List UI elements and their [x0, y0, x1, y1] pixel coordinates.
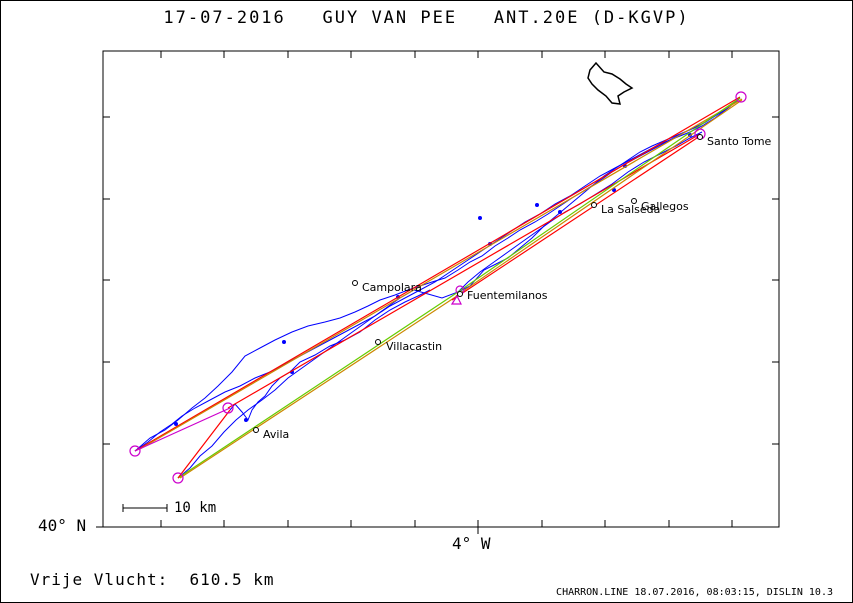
distance-value: 610.5 km: [189, 570, 275, 589]
turnpoint-start-west: [129, 445, 141, 457]
distance-label: Vrije Vlucht:: [30, 570, 169, 589]
place-label-la-salseda: La Salseda: [601, 203, 660, 216]
turnpoint-northeast: [735, 91, 747, 103]
gps-track: [134, 97, 741, 479]
airfield-triangle: [450, 294, 462, 305]
place-label-avila: Avila: [263, 428, 289, 441]
longitude-label: 4° W: [452, 534, 491, 553]
latitude-label: 40° N: [38, 516, 87, 535]
source-info: CHARRON.LINE 18.07.2016, 08:03:15, DISLI…: [556, 587, 833, 598]
flight-title: 17-07-2016 GUY VAN PEE ANT.20E (D-KGVP): [0, 8, 853, 28]
scale-label: 10 km: [174, 500, 217, 516]
airspace-outline: [587, 61, 634, 105]
task-legs: [134, 96, 743, 479]
place-label-gallegos: Gallegos: [641, 200, 689, 213]
turnpoint-west: [222, 402, 234, 414]
distance-summary: Vrije Vlucht: 610.5 km: [30, 570, 275, 589]
axis-ticks: [96, 51, 779, 534]
scale-bar: [122, 504, 168, 512]
flight-date: 17-07-2016: [163, 8, 286, 28]
pilot-name: GUY VAN PEE: [322, 8, 458, 28]
map-border: [102, 50, 780, 528]
place-label-santo-tome: Santo Tome: [707, 135, 772, 148]
aircraft-name: ANT.20E (D-KGVP): [493, 8, 690, 28]
place-markers: [253, 134, 703, 433]
place-label-fuentemilanos: Fuentemilanos: [467, 289, 548, 302]
turnpoint-start-south: [172, 472, 184, 484]
place-label-campolara: Campolara: [362, 281, 422, 294]
place-label-villacastin: Villacastin: [386, 340, 442, 353]
